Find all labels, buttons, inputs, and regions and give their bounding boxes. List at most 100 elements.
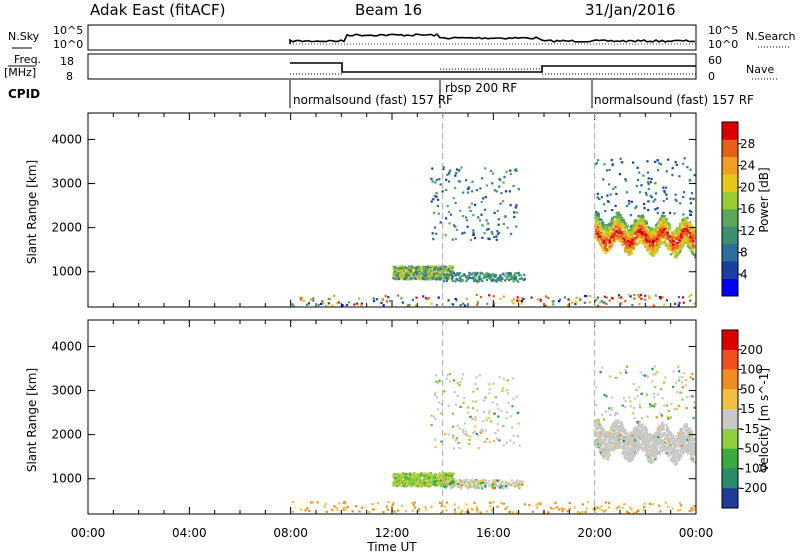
range-gate-cell <box>661 421 664 424</box>
range-gate-cell <box>459 380 462 383</box>
range-gate-cell <box>434 266 437 269</box>
range-gate-cell <box>658 442 661 445</box>
range-gate-cell <box>429 268 432 271</box>
range-gate-cell <box>451 277 454 280</box>
range-gate-cell <box>311 501 314 504</box>
range-gate-cell <box>498 439 501 442</box>
range-gate-cell <box>393 277 396 280</box>
range-gate-cell <box>606 457 609 460</box>
range-gate-cell <box>603 295 607 298</box>
range-gate-cell <box>491 182 494 185</box>
range-gate-cell <box>499 483 502 486</box>
range-gate-cell <box>356 302 359 305</box>
range-gate-cell <box>499 298 502 301</box>
range-gate-cell <box>656 207 659 210</box>
range-gate-cell <box>682 433 685 436</box>
range-gate-cell <box>684 428 687 431</box>
range-gate-cell <box>596 442 599 446</box>
range-gate-cell <box>679 508 682 512</box>
range-gate-cell <box>618 221 621 224</box>
range-gate-cell <box>626 237 629 240</box>
range-gate-cell <box>687 245 690 248</box>
range-gate-cell <box>455 277 458 281</box>
range-gate-cell <box>398 268 401 271</box>
range-gate-cell <box>476 280 479 283</box>
range-gate-cell <box>650 231 653 234</box>
range-gate-cell <box>631 441 635 444</box>
range-gate-cell <box>611 224 614 227</box>
range-gate-cell <box>462 302 465 305</box>
range-gate-cell <box>396 275 399 278</box>
range-gate-cell <box>448 373 451 376</box>
range-gate-cell <box>518 299 521 302</box>
range-gate-cell <box>650 435 654 438</box>
range-gate-cell <box>683 443 687 446</box>
range-gate-cell <box>668 245 671 248</box>
nave-trace <box>290 68 696 75</box>
range-gate-cell <box>617 217 620 220</box>
range-gate-cell <box>505 486 508 489</box>
range-gate-cell <box>512 185 515 188</box>
range-gate-cell <box>645 431 648 434</box>
range-gate-cell <box>664 444 667 447</box>
range-gate-cell <box>690 238 693 241</box>
range-gate-cell <box>510 426 514 429</box>
range-gate-cell <box>477 447 481 450</box>
range-gate-cell <box>654 249 657 252</box>
range-gate-cell <box>506 411 509 414</box>
range-gate-cell <box>386 508 389 511</box>
range-gate-cell <box>470 480 473 483</box>
range-gate-cell <box>671 441 674 444</box>
range-gate-cell <box>687 429 690 432</box>
range-gate-cell <box>680 455 683 458</box>
range-gate-cell <box>427 477 430 480</box>
range-gate-cell <box>442 479 445 482</box>
range-gate-cell <box>608 240 612 243</box>
range-gate-cell <box>458 427 461 430</box>
range-gate-cell <box>650 243 653 246</box>
range-gate-cell <box>674 193 677 196</box>
range-gate-cell <box>614 186 617 189</box>
range-gate-cell <box>426 482 429 485</box>
range-gate-cell <box>596 433 599 436</box>
range-gate-cell <box>489 501 492 504</box>
range-gate-cell <box>668 240 672 243</box>
range-gate-cell <box>668 223 671 226</box>
range-gate-cell <box>683 425 686 428</box>
range-gate-cell <box>610 236 614 239</box>
range-gate-cell <box>392 475 395 478</box>
range-gate-cell <box>609 439 612 442</box>
range-gate-cell <box>629 295 632 298</box>
range-gate-cell <box>406 273 409 276</box>
range-gate-cell <box>475 481 478 484</box>
range-gate-cell <box>579 298 582 301</box>
range-gate-cell <box>425 297 428 300</box>
range-gate-cell <box>645 239 648 242</box>
range-gate-cell <box>618 436 621 439</box>
range-gate-cell <box>346 505 349 508</box>
range-gate-cell <box>611 163 615 166</box>
range-gate-cell <box>433 438 437 441</box>
range-gate-cell <box>658 224 661 227</box>
range-gate-cell <box>625 432 628 435</box>
range-gate-cell <box>511 511 515 514</box>
range-gate-cell <box>493 486 496 489</box>
range-gate-cell <box>677 244 680 248</box>
range-gate-cell <box>648 227 651 230</box>
range-gate-cell <box>397 476 400 479</box>
range-gate-cell <box>677 304 680 307</box>
range-gate-cell <box>292 304 295 307</box>
range-gate-cell <box>649 181 652 184</box>
range-gate-cell <box>619 237 622 240</box>
range-gate-cell <box>599 430 602 433</box>
range-gate-cell <box>608 440 611 444</box>
range-gate-cell <box>615 422 618 425</box>
range-gate-cell <box>669 243 672 246</box>
range-gate-cell <box>620 424 623 427</box>
range-gate-cell <box>452 425 455 428</box>
range-gate-cell <box>509 277 512 281</box>
range-gate-cell <box>665 186 668 189</box>
range-gate-cell <box>638 432 641 435</box>
range-gate-cell <box>618 239 621 242</box>
range-gate-cell <box>647 187 650 191</box>
